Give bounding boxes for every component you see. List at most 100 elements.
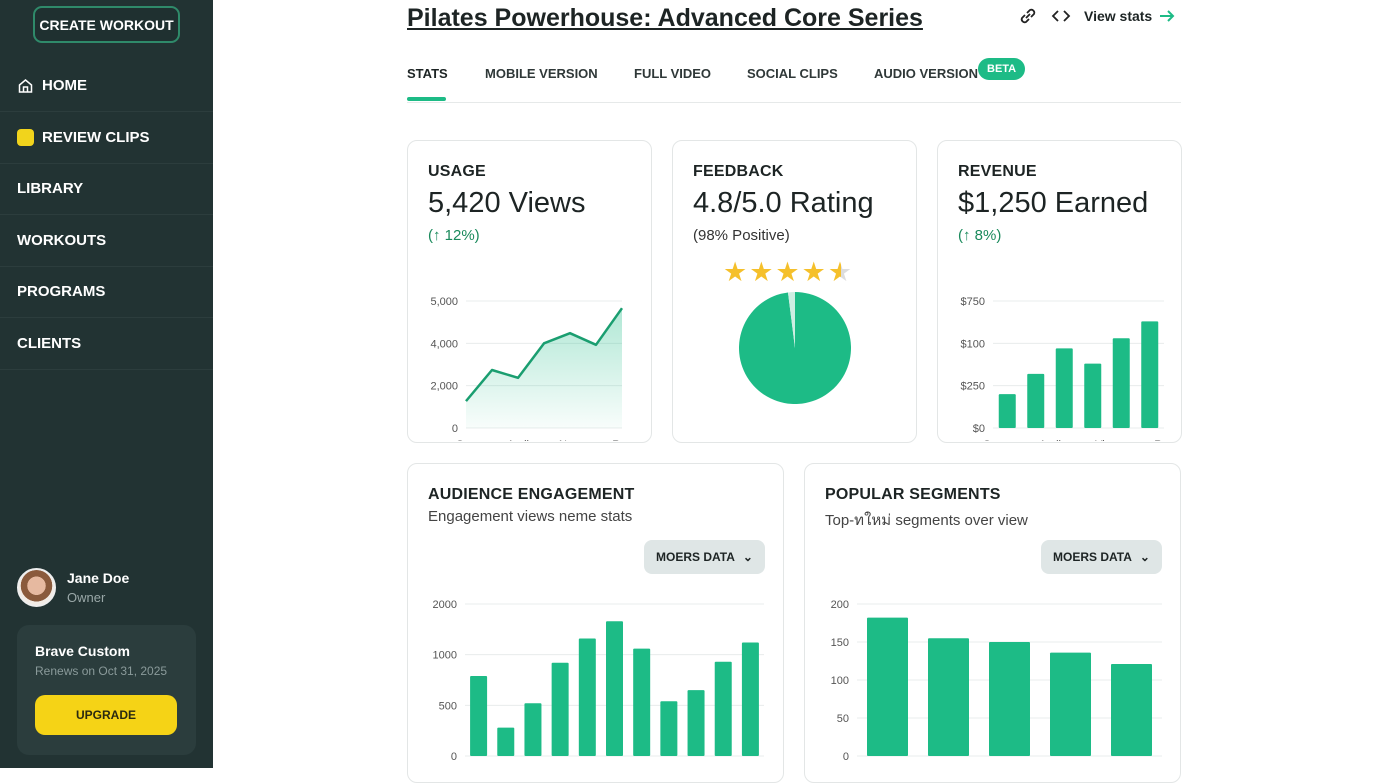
- y-tick-label: 4,000: [430, 338, 458, 350]
- plan-card: Brave Custom Renews on Oct 31, 2025 UPGR…: [17, 625, 196, 755]
- x-tick-label: April: [507, 439, 529, 441]
- bar: [633, 648, 651, 756]
- x-tick-label: View: [1095, 439, 1119, 441]
- card-label: REVENUE: [958, 163, 1037, 180]
- usage-area: [466, 308, 622, 428]
- page-title[interactable]: Pilates Powerhouse: Advanced Core Series: [407, 4, 923, 32]
- view-stats-link[interactable]: View stats: [1084, 8, 1153, 24]
- upgrade-button[interactable]: UPGRADE: [35, 695, 177, 735]
- bar: [497, 727, 515, 756]
- sidebar-item-review-clips[interactable]: REVIEW CLIPS: [0, 112, 213, 164]
- bar: [1050, 652, 1091, 756]
- y-tick-label: 200: [831, 599, 849, 611]
- sidebar-item-clients[interactable]: CLIENTS: [0, 318, 213, 370]
- chevron-down-icon: ⌄: [742, 550, 753, 564]
- y-tick-label: 0: [451, 751, 457, 763]
- card-description: Top-ทใหม่ segments over view: [825, 512, 1028, 529]
- usage-line: [465, 307, 624, 402]
- y-tick-label: $0: [973, 423, 985, 435]
- x-tick-label: Rec: [612, 439, 632, 441]
- bar: [867, 617, 908, 756]
- tab-stats[interactable]: STATS: [407, 66, 448, 81]
- tab-mobile-version[interactable]: MOBILE VERSION: [485, 66, 598, 81]
- sidebar-item-label: LIBRARY: [17, 180, 84, 197]
- bar: [1112, 338, 1130, 428]
- bar: [1084, 363, 1102, 428]
- create-workout-button[interactable]: CREATE WORKOUT: [33, 6, 180, 43]
- arrow-right-icon[interactable]: [1158, 7, 1176, 25]
- y-tick-label: $250: [961, 381, 985, 393]
- y-tick-label: 1000: [433, 650, 457, 662]
- sidebar-item-programs[interactable]: PROGRAMS: [0, 266, 213, 318]
- x-tick-label: April: [1039, 439, 1061, 441]
- sidebar: CREATE WORKOUT HOME REVIEW CLIPS LIBRARY…: [0, 0, 213, 768]
- sidebar-item-label: WORKOUTS: [17, 232, 107, 249]
- card-label: FEEDBACK: [693, 163, 784, 180]
- bar: [606, 621, 623, 756]
- bar: [1055, 348, 1073, 428]
- user-role: Owner: [67, 590, 106, 605]
- revenue-chart: $0 $250 $100 $750 Sen April View Rec: [961, 296, 1175, 441]
- tab-audio-version[interactable]: AUDIO VERSION: [874, 66, 979, 81]
- stars-icon: ★★★★★: [723, 257, 855, 287]
- y-tick-label: 0: [843, 751, 849, 763]
- plan-name: Brave Custom: [35, 643, 130, 659]
- plan-renewal: Renews on Oct 31, 2025: [35, 664, 168, 678]
- home-icon: [18, 78, 33, 93]
- user-name: Jane Doe: [67, 570, 130, 586]
- tab-full-video[interactable]: FULL VIDEO: [634, 66, 712, 81]
- feedback-card: FEEDBACK 4.8/5.0 Rating (98% Positive) ★…: [672, 140, 917, 443]
- sidebar-item-label: CLIENTS: [17, 335, 82, 352]
- sidebar-item-library[interactable]: LIBRARY: [0, 163, 213, 215]
- bar: [1111, 664, 1152, 756]
- bar: [714, 661, 732, 756]
- link-icon[interactable]: [1018, 6, 1038, 26]
- star-rating: ★★★★★: [723, 257, 854, 288]
- x-tick-label: Rec: [1154, 439, 1174, 441]
- bar: [1027, 373, 1045, 428]
- tab-bar: STATS MOBILE VERSION FULL VIDEO SOCIAL C…: [407, 58, 1181, 103]
- bar: [928, 638, 969, 756]
- avatar: [17, 568, 56, 607]
- card-value: 5,420 Views: [428, 187, 586, 219]
- bar: [524, 703, 542, 756]
- y-tick-label: 100: [831, 675, 849, 687]
- sidebar-item-home[interactable]: HOME: [0, 60, 213, 112]
- y-tick-label: $750: [961, 296, 985, 308]
- sidebar-item-workouts[interactable]: WORKOUTS: [0, 215, 213, 267]
- chevron-down-icon: ⌄: [1139, 550, 1150, 564]
- bar: [470, 675, 488, 756]
- beta-badge: BETA: [978, 58, 1026, 80]
- bar: [660, 701, 678, 756]
- x-tick-label: Now: [559, 439, 581, 441]
- y-tick-label: 2000: [433, 599, 457, 611]
- bar: [551, 662, 569, 756]
- more-data-dropdown[interactable]: MOERS DATA ⌄: [1041, 540, 1162, 574]
- card-value: 4.8/5.0 Rating: [693, 187, 874, 219]
- card-sub: (98% Positive): [693, 227, 790, 244]
- bar: [578, 638, 596, 756]
- usage-card: USAGE 5,420 Views (↑ 12%) 0 2,000 4,000 5,0…: [407, 140, 652, 443]
- user-profile[interactable]: Jane Doe Owner: [17, 568, 129, 607]
- bar: [741, 642, 759, 756]
- x-tick-label: Sen: [983, 439, 1003, 441]
- segments-chart: 0 50 100 150 200: [831, 599, 1162, 763]
- card-description: Engagement views neme stats: [428, 508, 633, 525]
- popular-segments-card: POPULAR SEGMENTS Top-ทใหม่ segments over…: [804, 463, 1181, 783]
- x-tick-label: Sen: [456, 439, 476, 441]
- card-label: POPULAR SEGMENTS: [825, 486, 1001, 503]
- sidebar-item-label: REVIEW CLIPS: [42, 129, 150, 146]
- more-data-dropdown[interactable]: MOERS DATA ⌄: [644, 540, 765, 574]
- card-value: $1,250 Earned: [958, 187, 1149, 219]
- card-change: (↑ 12%): [428, 227, 480, 244]
- usage-chart: 0 2,000 4,000 5,000 Sen April Now Rec: [430, 296, 632, 441]
- bar: [989, 642, 1030, 756]
- bar: [687, 690, 705, 756]
- y-tick-label: 2,000: [430, 381, 458, 393]
- sidebar-item-label: PROGRAMS: [17, 283, 106, 300]
- engagement-chart: 0 500 1000 2000: [433, 599, 764, 763]
- revenue-card: REVENUE $1,250 Earned (↑ 8%) $0 $250 $100 $…: [937, 140, 1182, 443]
- code-icon[interactable]: [1050, 6, 1072, 26]
- y-tick-label: 50: [837, 713, 849, 725]
- tab-social-clips[interactable]: SOCIAL CLIPS: [747, 66, 838, 81]
